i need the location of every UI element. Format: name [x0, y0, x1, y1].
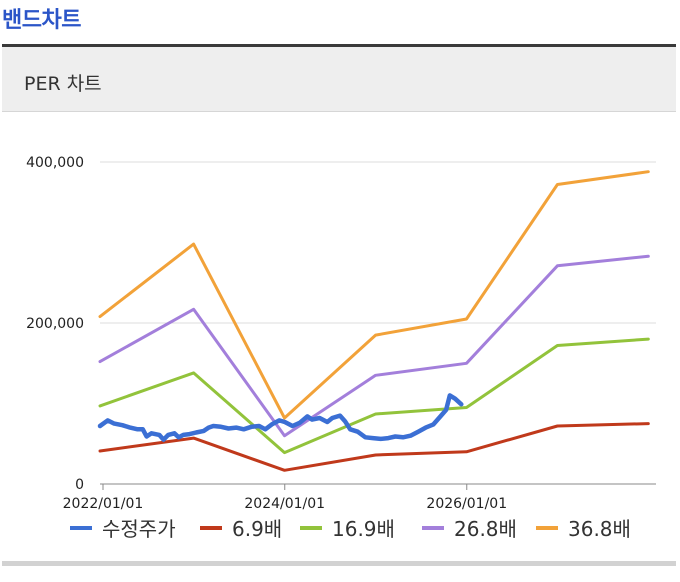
y-tick-label: 400,000	[26, 155, 84, 171]
x-tick-label: 2022/01/01	[63, 496, 144, 512]
page-title: 밴드차트	[2, 8, 81, 33]
x-tick-label: 2026/01/01	[426, 496, 507, 512]
series-line-price	[97, 393, 464, 442]
section-title: PER 차트	[24, 73, 102, 95]
y-tick-label: 200,000	[26, 316, 84, 332]
series-line-per-16-9x	[98, 337, 650, 455]
chart-svg: 0 200,000 400,000 2022/01/01 2024/01/01 2026/…	[26, 155, 656, 541]
series-line-per-26-8x	[98, 254, 650, 438]
legend-label: 수정주가	[102, 517, 176, 541]
title-divider	[2, 44, 676, 47]
section-header: PER 차트	[2, 47, 676, 112]
per-band-chart: 0 200,000 400,000 2022/01/01 2024/01/01 2026/…	[2, 112, 676, 560]
x-tick-label: 2024/01/01	[244, 496, 325, 512]
series-line-per-36-8x	[98, 170, 650, 420]
legend-label: 16.9배	[332, 517, 395, 541]
y-tick-label: 0	[75, 477, 84, 493]
bottom-divider	[2, 561, 676, 566]
legend-label: 26.8배	[454, 517, 517, 541]
series-line-per-6-9x	[98, 422, 650, 472]
legend-label: 6.9배	[232, 517, 282, 541]
legend-label: 36.8배	[568, 517, 631, 541]
